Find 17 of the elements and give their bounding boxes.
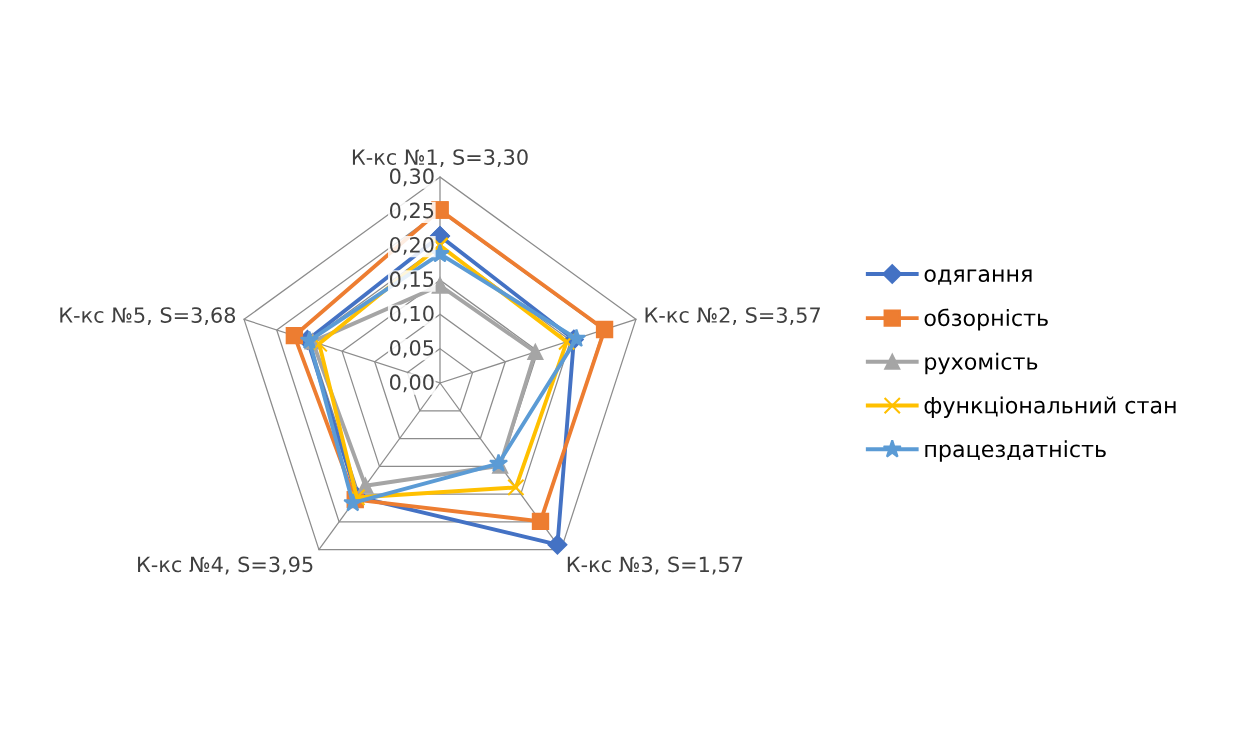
spoke-label: К-кс №5, S=3,68: [60, 307, 236, 326]
spoke-label: К-кс №4, S=3,95: [138, 556, 313, 575]
legend-label: рухомість: [925, 352, 1038, 375]
y-tick-label: 0,05: [389, 339, 434, 358]
spoke-label: К-кс №1, S=3,30: [352, 149, 528, 168]
y-tick-label: 0,15: [389, 271, 434, 290]
legend-label: одягання: [924, 269, 1032, 285]
y-tick-label: 0,30: [389, 168, 434, 187]
spoke-label: К-кс №2, S=3,57: [645, 307, 820, 326]
y-tick-label: 0,20: [389, 236, 434, 255]
y-tick-label: 0,10: [389, 305, 434, 324]
legend-label: функціональний стан: [924, 396, 1176, 418]
y-tick-label: 0,25: [389, 202, 434, 221]
y-tick-label: 0,00: [389, 374, 434, 393]
legend-label: працездатність: [925, 440, 1106, 462]
spoke-label: К-кс №3, S=1,57: [567, 556, 743, 575]
legend-label: обзорність: [924, 308, 1048, 331]
